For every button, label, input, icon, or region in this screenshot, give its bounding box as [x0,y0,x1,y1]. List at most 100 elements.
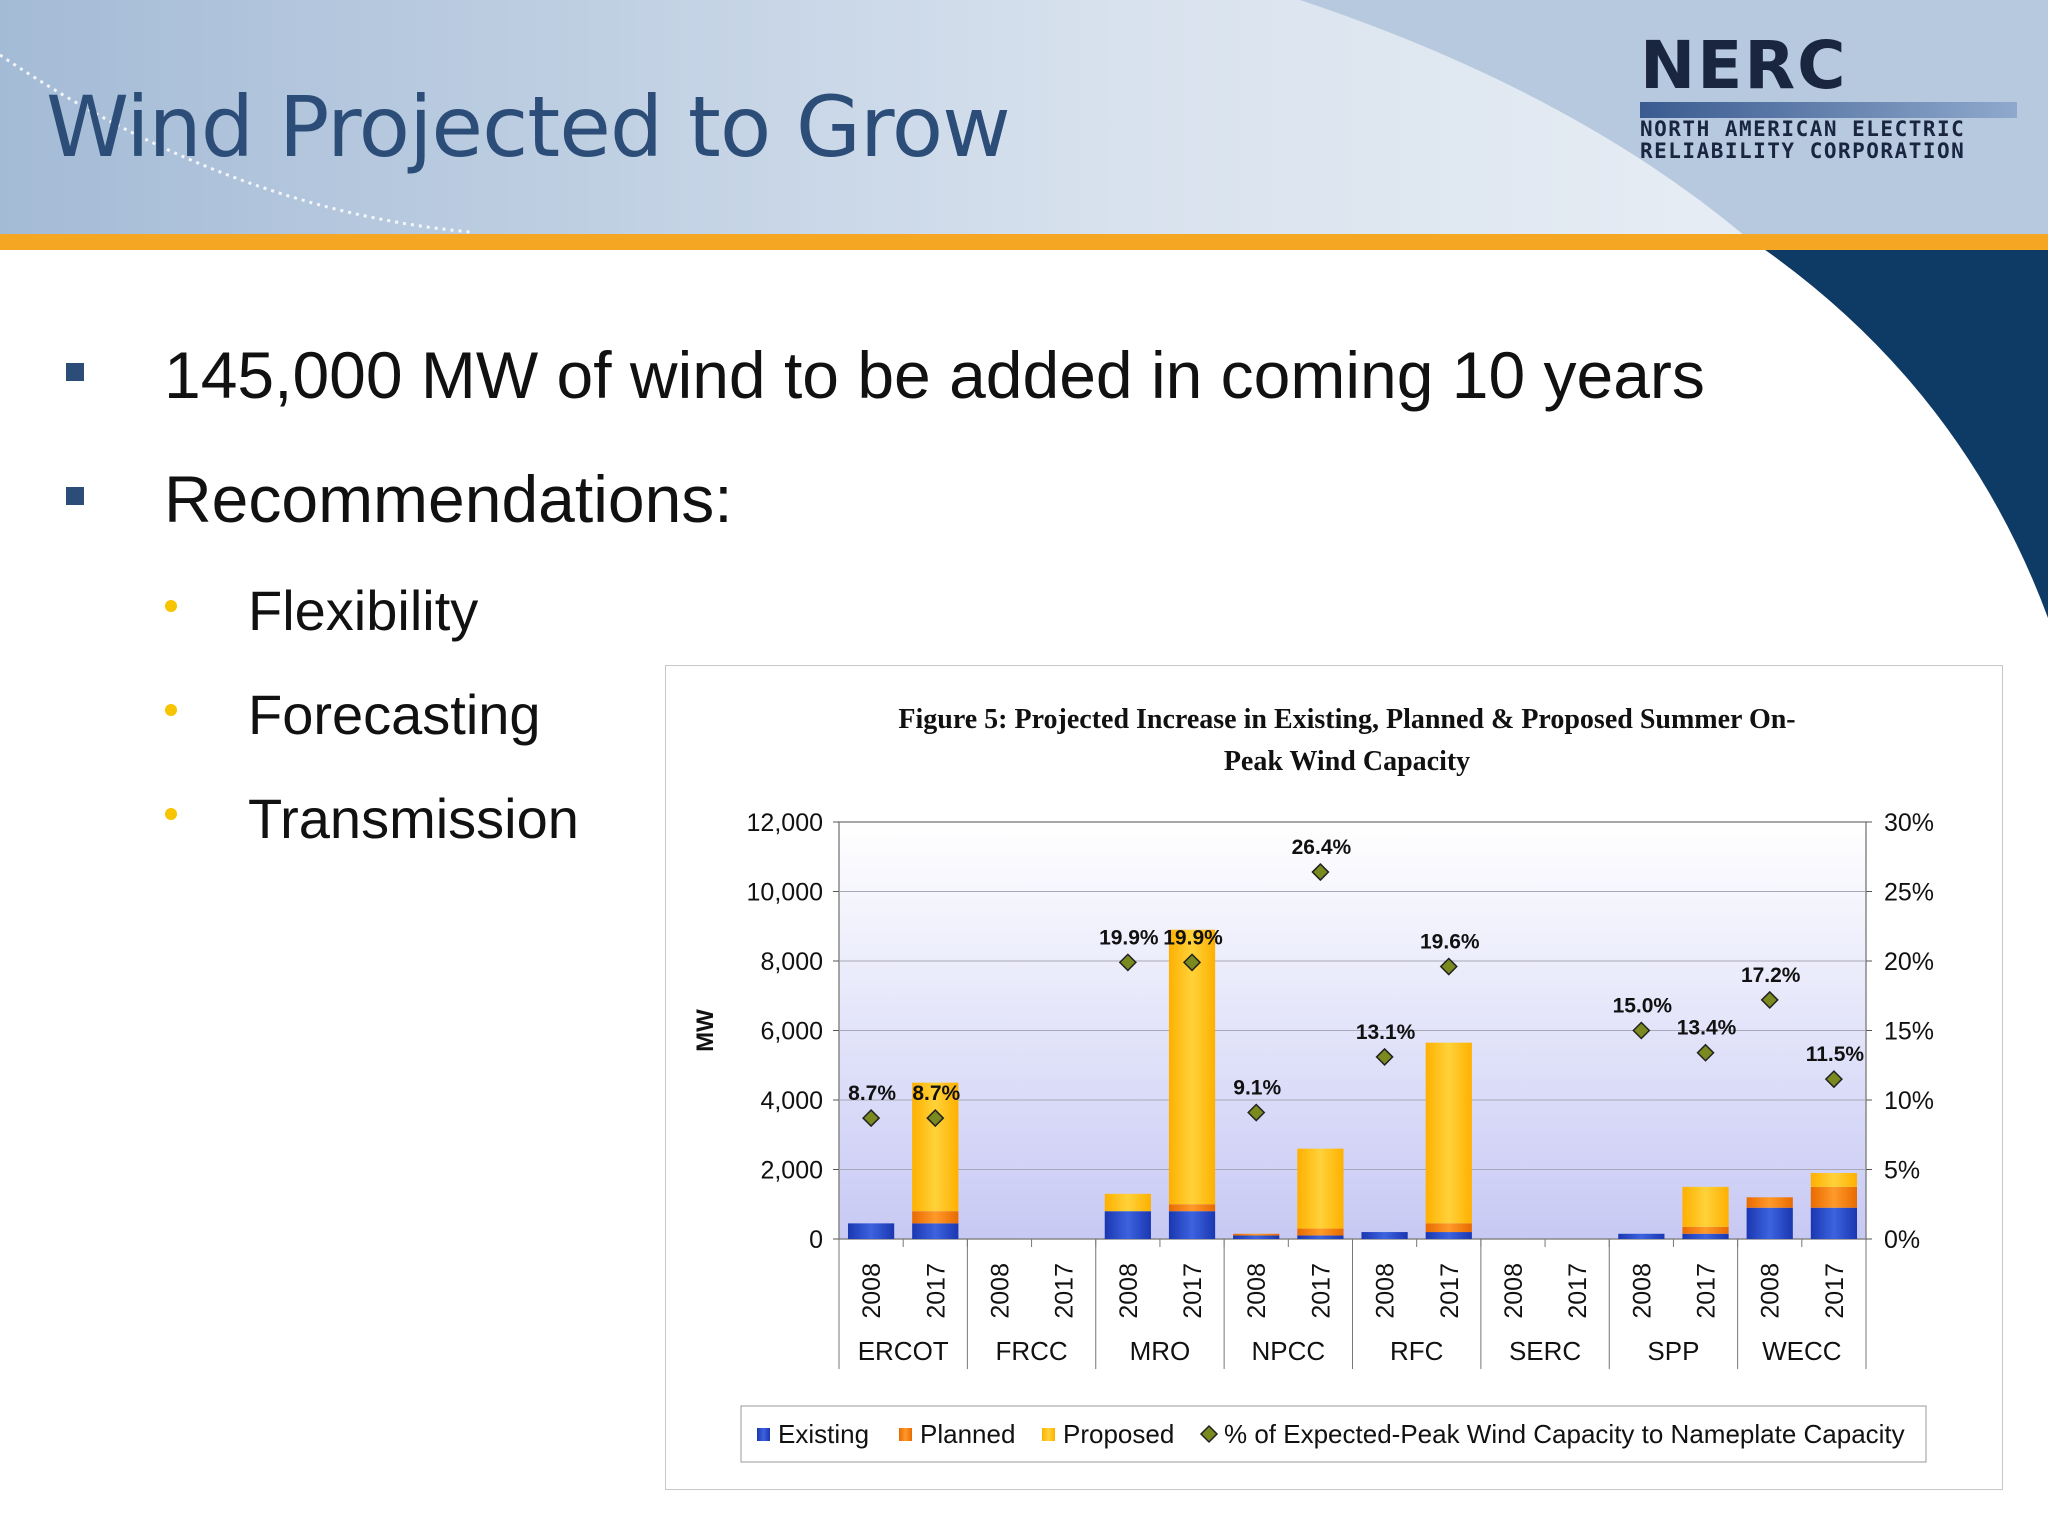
y-tick-label: 6,000 [760,1018,823,1046]
year-tick-label: 2017 [1307,1263,1335,1319]
year-tick-label: 2017 [1564,1263,1592,1319]
bullet-square-2 [66,487,84,505]
y-tick-label: 10,000 [747,879,823,907]
bar-existing [1682,1233,1729,1239]
logo-wordmark: NERC [1640,27,1848,104]
group-label: SPP [1647,1336,1699,1366]
year-tick-label: 2017 [1051,1263,1079,1319]
y-tick-label: 12,000 [747,809,823,837]
pct-data-label: 17.2% [1741,964,1801,987]
legend-label: Planned [920,1419,1015,1449]
pct-marker [1824,1070,1843,1089]
year-tick-label: 2017 [1436,1263,1464,1319]
year-tick-label: 2008 [858,1263,886,1319]
legend-marker [1199,1424,1219,1444]
legend-label: % of Expected-Peak Wind Capacity to Name… [1224,1419,1905,1449]
bar-proposed [912,1082,959,1212]
bar-planned [1168,1204,1216,1212]
bar-planned [1233,1233,1280,1236]
year-tick-label: 2017 [1821,1263,1849,1319]
y2-tick-label: 0% [1884,1226,1920,1254]
pct-marker [1375,1047,1394,1066]
pct-marker [1632,1021,1651,1040]
pct-data-label: 13.1% [1356,1021,1416,1044]
pct-data-label: 19.9% [1163,926,1223,949]
pct-marker [1311,862,1330,882]
bar-planned [1682,1226,1729,1234]
y-tick-label: 4,000 [760,1087,823,1115]
y2-tick-label: 10% [1884,1087,1934,1115]
pct-marker [1760,990,1779,1009]
y2-tick-label: 5% [1884,1157,1920,1185]
bullet-1: 145,000 MW of wind to be added in coming… [164,338,1705,412]
sub-bullet-1: Flexibility [248,579,479,642]
year-tick-label: 2008 [1372,1263,1400,1319]
bar-existing [912,1223,959,1239]
pct-marker [1118,953,1137,972]
y2-tick-label: 30% [1884,809,1934,837]
legend-box [740,1405,1927,1463]
bar-proposed [1104,1193,1151,1212]
pct-data-label: 19.6% [1420,931,1480,954]
y2-tick-label: 15% [1884,1018,1934,1046]
pct-data-label: 9.1% [1233,1077,1281,1100]
group-label: ERCOT [858,1336,949,1366]
bar-planned [1297,1228,1344,1236]
bar-existing [1746,1207,1793,1239]
bar-existing [1233,1235,1280,1239]
year-tick-label: 2017 [1179,1263,1207,1319]
bar-planned [912,1211,959,1224]
pct-data-label: 13.4% [1677,1017,1737,1040]
year-tick-label: 2017 [1693,1263,1721,1319]
pct-marker [1247,1103,1266,1122]
year-tick-label: 2008 [1115,1263,1143,1319]
year-tick-label: 2008 [1500,1263,1528,1319]
bar-planned [1810,1186,1858,1208]
bar-existing [847,1223,895,1239]
sub-bullet-2: Forecasting [248,683,541,746]
pct-marker [862,1109,881,1128]
group-label: WECC [1762,1336,1841,1366]
y2-tick-label: 25% [1884,879,1934,907]
year-tick-label: 2017 [922,1263,950,1319]
pct-data-label: 19.9% [1099,926,1159,949]
pct-marker [1182,953,1202,972]
legend-label: Existing [778,1419,869,1449]
bar-existing [1168,1211,1216,1239]
bar-proposed [1682,1186,1729,1227]
year-tick-label: 2008 [1243,1263,1271,1319]
y-tick-label: 8,000 [760,948,823,976]
pct-data-label: 11.5% [1806,1043,1865,1066]
bar-proposed [1425,1042,1472,1224]
bar-planned [1425,1223,1472,1233]
pct-data-label: 8.7% [912,1082,960,1105]
sub-bullet-dot-2 [165,704,177,716]
chart-title-line: Figure 5: Projected Increase in Existing… [898,704,1795,735]
sub-bullet-dot-1 [165,600,177,612]
bar-proposed [1168,929,1216,1205]
group-label: SERC [1509,1336,1581,1366]
y-tick-label: 0 [809,1226,823,1254]
y-tick-label: 2,000 [760,1157,823,1185]
group-label: NPCC [1251,1336,1325,1366]
year-tick-label: 2008 [1628,1263,1656,1319]
logo-line-1: NORTH AMERICAN ELECTRIC [1640,117,1966,141]
bar-proposed [1810,1172,1858,1187]
bar-existing [1425,1232,1472,1239]
bar-proposed [1297,1148,1344,1229]
bullet-square-1 [66,363,84,381]
bar-existing [1104,1211,1151,1239]
nerc-logo: NERC NORTH AMERICAN ELECTRIC RELIABILITY… [1640,27,2020,163]
slide-title: Wind Projected to Grow [46,78,1011,176]
legend-swatch [757,1428,770,1441]
sub-bullet-dot-3 [165,808,177,820]
chart-title-line: Peak Wind Capacity [1224,746,1470,777]
pct-data-label: 8.7% [848,1082,896,1105]
legend-swatch [1042,1428,1055,1441]
logo-line-2: RELIABILITY CORPORATION [1640,139,1966,163]
bar-existing [1297,1235,1344,1239]
legend-swatch [899,1428,912,1441]
year-tick-label: 2008 [1757,1263,1785,1319]
group-label: FRCC [995,1336,1067,1366]
